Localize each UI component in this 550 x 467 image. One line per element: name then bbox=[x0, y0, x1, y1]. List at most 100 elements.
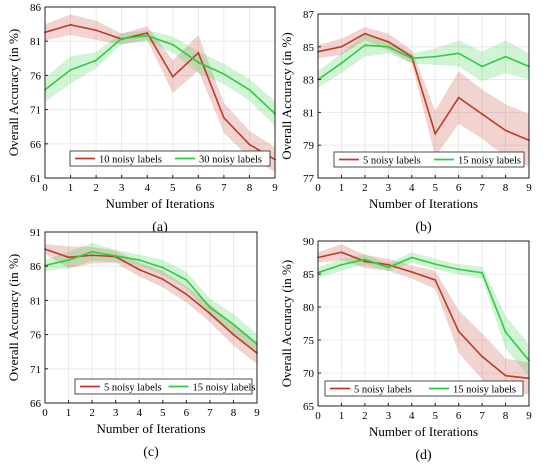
data-point bbox=[504, 374, 507, 377]
series-line-1 bbox=[317, 32, 530, 142]
y-tick-label: 79 bbox=[303, 140, 315, 152]
x-tick-label: 7 bbox=[479, 410, 485, 422]
data-point bbox=[434, 263, 437, 265]
series-line-2 bbox=[44, 34, 276, 115]
y-tick-label: 65 bbox=[303, 401, 315, 413]
series-line-1 bbox=[44, 23, 276, 161]
plot-area bbox=[45, 232, 257, 403]
y-tick-label: 71 bbox=[30, 364, 41, 376]
legend-box bbox=[69, 150, 271, 167]
data-point bbox=[410, 256, 413, 259]
x-tick-label: 5 bbox=[432, 182, 438, 194]
y-tick-label: 86 bbox=[30, 261, 42, 273]
data-point bbox=[69, 23, 72, 26]
data-point bbox=[248, 88, 251, 91]
data-point bbox=[363, 44, 366, 47]
y-tick-label: 81 bbox=[30, 295, 41, 307]
y-tick-label: 85 bbox=[303, 269, 315, 281]
y-tick-label: 90 bbox=[303, 236, 315, 248]
chart-panel-4: 0 1 2 3 4 5 6 7 8 9 65 70 75 80 85 90 Number of Iteratio… bbox=[279, 236, 532, 463]
x-tick-label: 8 bbox=[231, 407, 237, 419]
x-tick-label: 2 bbox=[362, 182, 368, 194]
panel-caption: (b) bbox=[415, 220, 432, 235]
y-axis-label: Overall Accuracy (in %) bbox=[279, 32, 294, 159]
y-tick-label: 86 bbox=[30, 2, 42, 14]
y-tick-label: 61 bbox=[30, 173, 41, 185]
data-point bbox=[138, 259, 141, 261]
x-tick-label: 9 bbox=[526, 410, 532, 422]
data-point bbox=[481, 65, 484, 68]
x-axis-label: Number of Iterations bbox=[369, 196, 478, 211]
legend-label-1: 10 noisy labels bbox=[99, 155, 162, 166]
legend-label-1: 5 noisy labels bbox=[354, 385, 412, 396]
chart-panel-1: 0 1 2 3 4 5 6 7 8 9 61 66 71 76 81 86 Number of Iteratio… bbox=[6, 2, 278, 235]
data-point bbox=[387, 40, 390, 43]
x-tick-label: 9 bbox=[526, 182, 532, 194]
series-band-2 bbox=[318, 252, 529, 377]
data-point bbox=[363, 258, 366, 261]
x-tick-label: 4 bbox=[409, 182, 415, 194]
data-point bbox=[197, 51, 200, 54]
data-point bbox=[67, 259, 70, 261]
data-point bbox=[340, 62, 343, 65]
data-point bbox=[434, 132, 437, 135]
y-axis-label: Overall Accuracy (in %) bbox=[6, 254, 21, 381]
legend-label-1: 5 noisy labels bbox=[104, 383, 162, 394]
x-tick-label: 5 bbox=[160, 407, 166, 419]
y-tick-label: 75 bbox=[303, 335, 315, 347]
data-point bbox=[208, 306, 211, 309]
y-tick-label: 76 bbox=[30, 330, 42, 342]
data-point bbox=[120, 37, 123, 40]
data-point bbox=[171, 75, 174, 78]
data-point bbox=[457, 330, 460, 333]
data-point bbox=[410, 55, 413, 58]
x-tick-label: 1 bbox=[339, 410, 345, 422]
x-tick-label: 8 bbox=[247, 182, 253, 194]
data-point bbox=[481, 355, 484, 358]
data-point bbox=[457, 52, 460, 55]
x-tick-label: 7 bbox=[221, 182, 227, 194]
data-point bbox=[91, 254, 94, 257]
data-point bbox=[208, 312, 211, 315]
data-point bbox=[232, 323, 235, 326]
y-tick-label: 77 bbox=[303, 173, 315, 185]
x-tick-label: 1 bbox=[339, 182, 345, 194]
legend-label-2: 15 noisy labels bbox=[193, 383, 256, 394]
data-point bbox=[138, 268, 141, 271]
y-tick-label: 81 bbox=[303, 107, 314, 119]
data-point bbox=[387, 266, 390, 269]
data-point bbox=[161, 278, 164, 281]
x-tick-label: 7 bbox=[207, 407, 213, 419]
x-tick-label: 3 bbox=[113, 407, 119, 419]
x-axis-label: Number of Iterations bbox=[105, 196, 214, 211]
x-tick-label: 3 bbox=[386, 182, 392, 194]
x-tick-label: 3 bbox=[119, 182, 125, 194]
y-axis-label: Overall Accuracy (in %) bbox=[6, 29, 21, 156]
data-point bbox=[67, 256, 70, 259]
data-point bbox=[363, 32, 366, 35]
x-tick-label: 9 bbox=[254, 407, 260, 419]
data-point bbox=[481, 113, 484, 115]
x-tick-label: 1 bbox=[66, 407, 72, 419]
x-tick-label: 2 bbox=[89, 407, 95, 419]
data-point bbox=[504, 331, 507, 333]
x-tick-label: 2 bbox=[93, 182, 99, 194]
x-tick-label: 5 bbox=[432, 410, 438, 422]
axes-frame bbox=[317, 240, 530, 407]
panel-caption: (a) bbox=[152, 220, 168, 235]
series-line-2 bbox=[317, 44, 530, 81]
data-point bbox=[95, 59, 98, 62]
data-point bbox=[434, 55, 437, 58]
legend-box bbox=[74, 378, 253, 395]
data-point bbox=[387, 45, 390, 48]
data-point bbox=[146, 34, 149, 37]
x-tick-label: 0 bbox=[315, 410, 321, 422]
x-tick-label: 0 bbox=[42, 182, 48, 194]
data-point bbox=[504, 129, 507, 132]
data-point bbox=[146, 32, 149, 34]
y-tick-label: 91 bbox=[30, 227, 41, 239]
x-tick-label: 8 bbox=[503, 182, 509, 194]
series-line-1 bbox=[317, 251, 530, 380]
x-tick-label: 9 bbox=[272, 182, 278, 194]
